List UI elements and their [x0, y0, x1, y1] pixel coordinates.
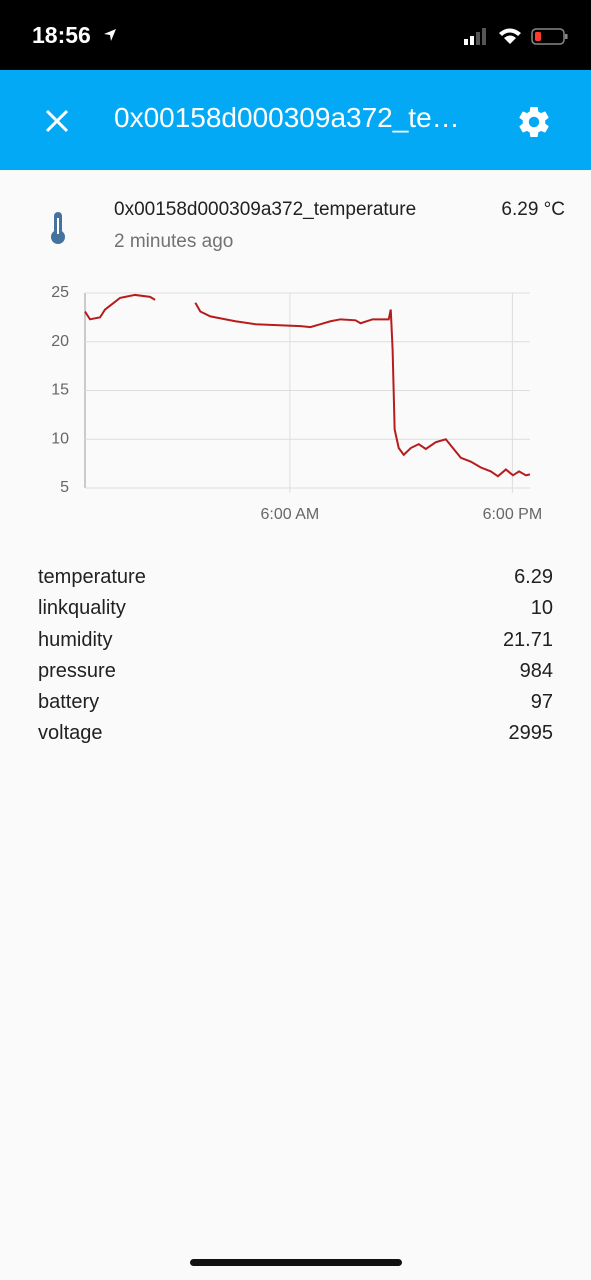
attribute-name: humidity: [38, 628, 113, 651]
y-tick-label: 25: [51, 284, 69, 301]
attribute-value: 10: [530, 597, 553, 620]
attribute-row: voltage 2995: [38, 718, 553, 749]
location-icon: [104, 29, 116, 41]
attribute-value: 97: [530, 691, 553, 714]
settings-button[interactable]: [516, 104, 552, 140]
close-button[interactable]: [44, 108, 70, 134]
entity-state: 6.29 °C: [501, 199, 565, 220]
entity-name: 0x00158d000309a372_temperature: [114, 199, 417, 220]
attribute-name: battery: [38, 691, 100, 714]
x-tick-label: 6:00 AM: [261, 506, 320, 523]
attribute-row: humidity 21.71: [38, 625, 553, 656]
attributes-table: temperature 6.29 linkquality 10 humidity 21.7…: [38, 562, 553, 750]
attribute-value: 2995: [508, 722, 554, 745]
attribute-value: 21.71: [502, 628, 553, 651]
app-bar: 0x00158d000309a372_te…: [0, 70, 591, 170]
attribute-value: 984: [519, 659, 553, 682]
thermometer-icon: [51, 212, 65, 244]
attribute-value: 6.29: [514, 566, 553, 588]
last-changed: 2 minutes ago: [114, 231, 234, 252]
attribute-name: temperature: [38, 566, 146, 588]
attribute-name: pressure: [38, 659, 116, 682]
clock: 18:56: [32, 22, 91, 48]
home-indicator: [190, 1259, 402, 1266]
status-bar: 18:56: [0, 0, 591, 70]
x-tick-label: 6:00 PM: [483, 506, 543, 523]
history-chart: 5 10 15 20 25 6:00 AM 6:00 PM: [51, 284, 543, 523]
attribute-name: linkquality: [38, 597, 126, 620]
attribute-row: pressure 984: [38, 656, 553, 687]
y-tick-label: 15: [51, 382, 69, 399]
y-tick-label: 10: [51, 430, 69, 447]
y-tick-label: 5: [60, 479, 69, 496]
attribute-row: battery 97: [38, 687, 553, 718]
attribute-name: voltage: [38, 722, 103, 745]
status-icons: [464, 28, 568, 45]
y-tick-label: 20: [51, 333, 69, 350]
attribute-row: linkquality 10: [38, 593, 553, 624]
dialog-title: 0x00158d000309a372_te…: [114, 102, 460, 133]
data-line: [84, 293, 531, 478]
attribute-row: temperature 6.29: [38, 562, 553, 593]
